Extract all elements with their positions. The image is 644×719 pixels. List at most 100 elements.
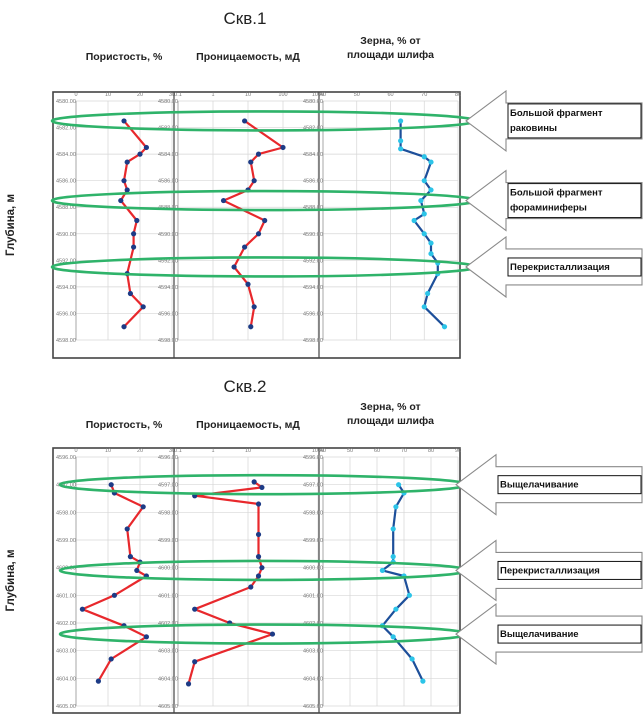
data-point [255, 554, 262, 560]
depth-tick-label: 4584.00 [303, 152, 323, 158]
annotation-label: Перекристаллизация [500, 565, 600, 576]
data-point [242, 118, 248, 124]
depth-tick-label: 4598.00 [158, 338, 178, 344]
track-header: Пористость, % [86, 419, 163, 431]
depth-tick-label: 4592.00 [158, 258, 178, 264]
depth-tick-label: 4594.00 [303, 285, 323, 291]
data-point [420, 678, 426, 684]
depth-tick-label: 4582.00 [56, 126, 76, 132]
depth-tick-label: 4604.00 [56, 676, 76, 682]
annotation-label: раковины [510, 123, 557, 134]
callout-box [497, 560, 642, 580]
track-header: площади шлифа [347, 415, 434, 427]
data-point [421, 154, 427, 160]
x-tick-label: 1000 [312, 448, 324, 454]
data-point [134, 217, 140, 224]
data-point [143, 634, 149, 640]
data-point [379, 567, 385, 574]
x-tick-label: 50 [347, 448, 353, 454]
data-point [79, 606, 85, 612]
data-point [421, 304, 427, 310]
data-point [393, 606, 399, 612]
data-point [121, 118, 127, 124]
data-point [255, 151, 262, 157]
depth-tick-label: 4605.00 [56, 704, 76, 710]
data-point [118, 197, 124, 204]
depth-tick-label: 4601.00 [158, 593, 178, 599]
data-point [259, 565, 265, 571]
data-point [131, 244, 137, 250]
data-point [259, 484, 265, 491]
track-3: Зерна, % от площади шлифа 4580.00 4582.00 45… [303, 35, 461, 358]
depth-tick-label: 4599.00 [56, 538, 76, 544]
y-axis-label: Глубина, м [5, 194, 17, 256]
data-point [255, 531, 262, 538]
depth-tick-label: 4603.00 [303, 649, 323, 655]
depth-tick-label: 4600.00 [158, 566, 178, 572]
data-point [393, 504, 399, 510]
data-point [251, 479, 257, 485]
data-point [248, 324, 254, 330]
depth-tick-label: 4584.00 [56, 152, 76, 158]
data-point [111, 592, 117, 598]
data-point [127, 554, 133, 560]
depth-tick-label: 4590.00 [56, 232, 76, 238]
well-chart-1: Скв.1 Глубина, м Пористость, % 4580.00 4582.… [5, 9, 643, 359]
track-1: Пористость, % 4580.00 4582.00 4584.00 4586.0… [56, 51, 175, 344]
data-point [406, 592, 412, 598]
depth-tick-label: 4601.00 [56, 593, 76, 599]
track-header: Пористость, % [86, 51, 163, 63]
depth-tick-label: 4605.00 [303, 704, 323, 710]
data-point [441, 324, 448, 330]
chart-title: Скв.1 [224, 9, 267, 28]
depth-tick-label: 4602.00 [56, 621, 76, 627]
track-header: площади шлифа [347, 49, 434, 61]
depth-tick-label: 4580.00 [303, 99, 323, 105]
data-point [390, 634, 396, 640]
data-point [251, 304, 257, 310]
callout-box [497, 624, 642, 644]
x-tick-label: 10 [245, 448, 251, 454]
depth-tick-label: 4597.00 [303, 483, 323, 489]
track-2: Проницаемость, мД 4580.00 4582.00 4584.00 45… [158, 51, 324, 358]
depth-tick-label: 4596.00 [158, 311, 178, 317]
depth-tick-label: 4600.00 [303, 566, 323, 572]
track-header: Проницаемость, мД [196, 51, 300, 63]
depth-tick-label: 4603.00 [158, 649, 178, 655]
depth-tick-label: 4596.00 [303, 455, 323, 461]
depth-tick-label: 4598.00 [158, 510, 178, 516]
x-tick-label: 60 [387, 92, 393, 98]
data-point [140, 304, 146, 310]
x-tick-label: 40 [320, 92, 326, 98]
track-header: Зерна, % от [360, 401, 420, 413]
depth-tick-label: 4596.00 [303, 311, 323, 317]
x-tick-label: 40 [320, 448, 326, 454]
depth-tick-label: 4594.00 [158, 285, 178, 291]
data-point [262, 217, 268, 224]
x-tick-label: 10 [105, 92, 111, 98]
data-point [248, 159, 254, 165]
data-point [411, 217, 417, 224]
data-point [269, 631, 276, 637]
x-tick-label: 0.1 [174, 92, 182, 98]
data-point [134, 567, 140, 574]
callout-box [497, 475, 642, 495]
data-point [121, 324, 127, 330]
data-point [398, 118, 404, 124]
depth-tick-label: 4599.00 [158, 538, 178, 544]
depth-tick-label: 4588.00 [303, 205, 323, 211]
depth-tick-label: 4592.00 [303, 258, 323, 264]
x-tick-label: 0.1 [174, 448, 182, 454]
track-2: Проницаемость, мД 4596.00 4597.00 4598.00 45… [158, 419, 324, 713]
track-header: Зерна, % от [360, 35, 420, 47]
track-header: Проницаемость, мД [196, 419, 300, 431]
data-point [127, 290, 133, 297]
depth-tick-label: 4596.00 [56, 311, 76, 317]
data-point [251, 178, 257, 184]
depth-tick-label: 4604.00 [158, 676, 178, 682]
data-point [255, 231, 262, 237]
data-point [390, 554, 396, 560]
chart-frame [52, 91, 461, 359]
depth-tick-label: 4598.00 [56, 510, 76, 516]
